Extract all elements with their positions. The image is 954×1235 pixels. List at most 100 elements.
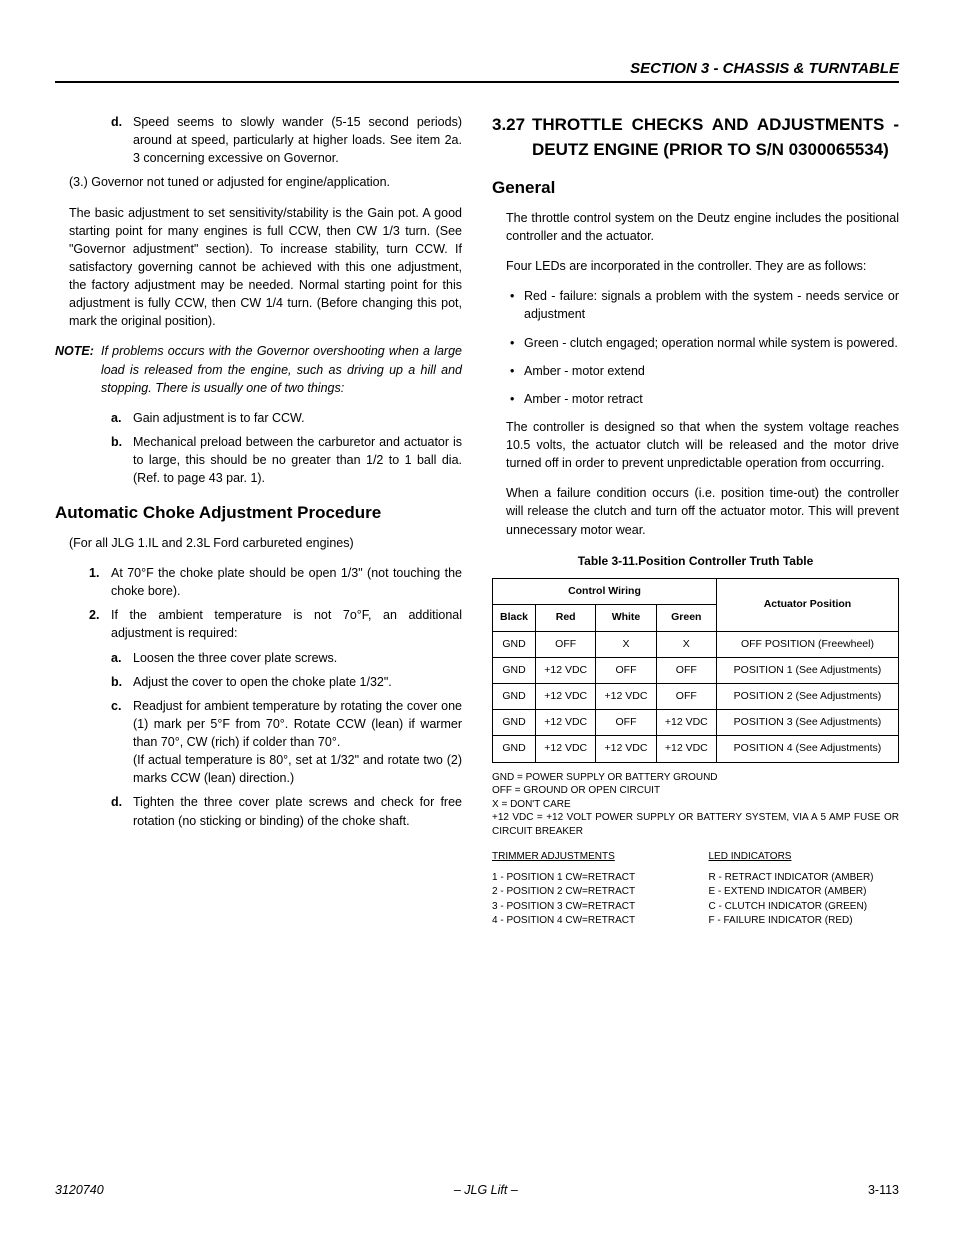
- step-text: Adjust the cover to open the choke plate…: [133, 673, 462, 691]
- cell: OFF: [656, 657, 716, 683]
- cell: POSITION 1 (See Adjustments): [716, 657, 898, 683]
- step-1: 1. At 70°F the choke plate should be ope…: [55, 564, 462, 600]
- step-text: Loosen the three cover plate screws.: [133, 649, 462, 667]
- cell: +12 VDC: [656, 736, 716, 762]
- cell: OFF: [656, 683, 716, 709]
- table-row: GND +12 VDC OFF OFF POSITION 1 (See Adju…: [493, 657, 899, 683]
- th-green: Green: [656, 605, 716, 631]
- bullet-text: Amber - motor extend: [524, 362, 899, 380]
- para-basic-adjustment: The basic adjustment to set sensitivity/…: [55, 204, 462, 331]
- para-leds: Four LEDs are incorporated in the contro…: [492, 257, 899, 275]
- cell: +12 VDC: [596, 736, 656, 762]
- step-2c-extra: (If actual temperature is 80°, set at 1/…: [55, 751, 462, 787]
- note-label: NOTE:: [55, 342, 101, 396]
- th-red: Red: [536, 605, 596, 631]
- trimmer-head: TRIMMER ADJUSTMENTS: [492, 850, 683, 865]
- table-legend: GND = POWER SUPPLY OR BATTERY GROUND OFF…: [492, 771, 899, 839]
- cell: GND: [493, 683, 536, 709]
- step-label-empty: [111, 751, 133, 787]
- legend-line: +12 VDC = +12 VOLT POWER SUPPLY OR BATTE…: [492, 811, 899, 838]
- cell: GND: [493, 631, 536, 657]
- led-line: F - FAILURE INDICATOR (RED): [709, 914, 900, 929]
- cell: X: [596, 631, 656, 657]
- bullet-red: • Red - failure: signals a problem with …: [492, 287, 899, 323]
- step-text: Tighten the three cover plate screws and…: [133, 793, 462, 829]
- table-row: GND +12 VDC OFF +12 VDC POSITION 3 (See …: [493, 710, 899, 736]
- bullet-icon: •: [510, 287, 524, 323]
- bullet-text: Amber - motor retract: [524, 390, 899, 408]
- th-white: White: [596, 605, 656, 631]
- cell: GND: [493, 657, 536, 683]
- table-header-row-1: Control Wiring Actuator Position: [493, 579, 899, 605]
- led-head: LED INDICATORS: [709, 850, 900, 865]
- item-text: Speed seems to slowly wander (5-15 secon…: [133, 113, 462, 167]
- step-2c: c. Readjust for ambient temperature by r…: [55, 697, 462, 751]
- cell: +12 VDC: [536, 683, 596, 709]
- para-governor: (3.) Governor not tuned or adjusted for …: [55, 173, 462, 191]
- section-heading: THROTTLE CHECKS AND ADJUSTMENTS - DEUTZ …: [532, 113, 899, 162]
- led-line: R - RETRACT INDICATOR (AMBER): [709, 871, 900, 886]
- bullet-amber-retract: • Amber - motor retract: [492, 390, 899, 408]
- trimmer-line: 4 - POSITION 4 CW=RETRACT: [492, 914, 683, 929]
- section-number: 3.27: [492, 113, 532, 162]
- left-column: d. Speed seems to slowly wander (5-15 se…: [55, 113, 462, 929]
- legend-line: OFF = GROUND OR OPEN CIRCUIT: [492, 784, 899, 798]
- step-2: 2. If the ambient temperature is not 7o°…: [55, 606, 462, 642]
- cell: POSITION 3 (See Adjustments): [716, 710, 898, 736]
- trimmer-line: 2 - POSITION 2 CW=RETRACT: [492, 885, 683, 900]
- section-title: 3.27 THROTTLE CHECKS AND ADJUSTMENTS - D…: [492, 113, 899, 162]
- step-2d: d. Tighten the three cover plate screws …: [55, 793, 462, 829]
- note-item-b: b. Mechanical preload between the carbur…: [55, 433, 462, 487]
- para-controller-design: The controller is designed so that when …: [492, 418, 899, 472]
- table-row: GND OFF X X OFF POSITION (Freewheel): [493, 631, 899, 657]
- cell: +12 VDC: [596, 683, 656, 709]
- bullet-green: • Green - clutch engaged; operation norm…: [492, 334, 899, 352]
- truth-table: Control Wiring Actuator Position Black R…: [492, 578, 899, 763]
- cell: OFF: [596, 657, 656, 683]
- footer-doc-number: 3120740: [55, 1183, 104, 1197]
- cell: +12 VDC: [536, 657, 596, 683]
- general-heading: General: [492, 176, 899, 201]
- th-control-wiring: Control Wiring: [493, 579, 717, 605]
- list-item-d: d. Speed seems to slowly wander (5-15 se…: [55, 113, 462, 167]
- led-col: LED INDICATORS R - RETRACT INDICATOR (AM…: [709, 850, 900, 929]
- th-actuator-position: Actuator Position: [716, 579, 898, 631]
- cell: +12 VDC: [656, 710, 716, 736]
- bullet-icon: •: [510, 334, 524, 352]
- cell: POSITION 2 (See Adjustments): [716, 683, 898, 709]
- step-label: d.: [111, 793, 133, 829]
- item-label: b.: [111, 433, 133, 487]
- cell: OFF: [596, 710, 656, 736]
- step-label: 1.: [89, 564, 111, 600]
- para-throttle: The throttle control system on the Deutz…: [492, 209, 899, 245]
- item-text: Mechanical preload between the carbureto…: [133, 433, 462, 487]
- footer-title: – JLG Lift –: [454, 1183, 518, 1197]
- cell: OFF POSITION (Freewheel): [716, 631, 898, 657]
- bullet-text: Green - clutch engaged; operation normal…: [524, 334, 899, 352]
- step-label: a.: [111, 649, 133, 667]
- cell: +12 VDC: [536, 736, 596, 762]
- legend-line: X = DON'T CARE: [492, 798, 899, 812]
- subsection-title: Automatic Choke Adjustment Procedure: [55, 501, 462, 526]
- led-line: E - EXTEND INDICATOR (AMBER): [709, 885, 900, 900]
- cell: POSITION 4 (See Adjustments): [716, 736, 898, 762]
- led-line: C - CLUTCH INDICATOR (GREEN): [709, 900, 900, 915]
- note-block: NOTE: If problems occurs with the Govern…: [55, 342, 462, 396]
- subsection-intro: (For all JLG 1.IL and 2.3L Ford carburet…: [55, 534, 462, 552]
- legend-line: GND = POWER SUPPLY OR BATTERY GROUND: [492, 771, 899, 785]
- bullet-text: Red - failure: signals a problem with th…: [524, 287, 899, 323]
- cell: GND: [493, 736, 536, 762]
- trimmer-col: TRIMMER ADJUSTMENTS 1 - POSITION 1 CW=RE…: [492, 850, 683, 929]
- cell: X: [656, 631, 716, 657]
- item-text: Gain adjustment is to far CCW.: [133, 409, 462, 427]
- cell: OFF: [536, 631, 596, 657]
- page-header: SECTION 3 - CHASSIS & TURNTABLE: [55, 60, 899, 83]
- step-text: If the ambient temperature is not 7o°F, …: [111, 606, 462, 642]
- bullet-icon: •: [510, 390, 524, 408]
- note-text: If problems occurs with the Governor ove…: [101, 342, 462, 396]
- step-text: Readjust for ambient temperature by rota…: [133, 697, 462, 751]
- step-label: b.: [111, 673, 133, 691]
- page-footer: 3120740 – JLG Lift – 3-113: [55, 1183, 899, 1197]
- step-2b: b. Adjust the cover to open the choke pl…: [55, 673, 462, 691]
- trimmer-line: 1 - POSITION 1 CW=RETRACT: [492, 871, 683, 886]
